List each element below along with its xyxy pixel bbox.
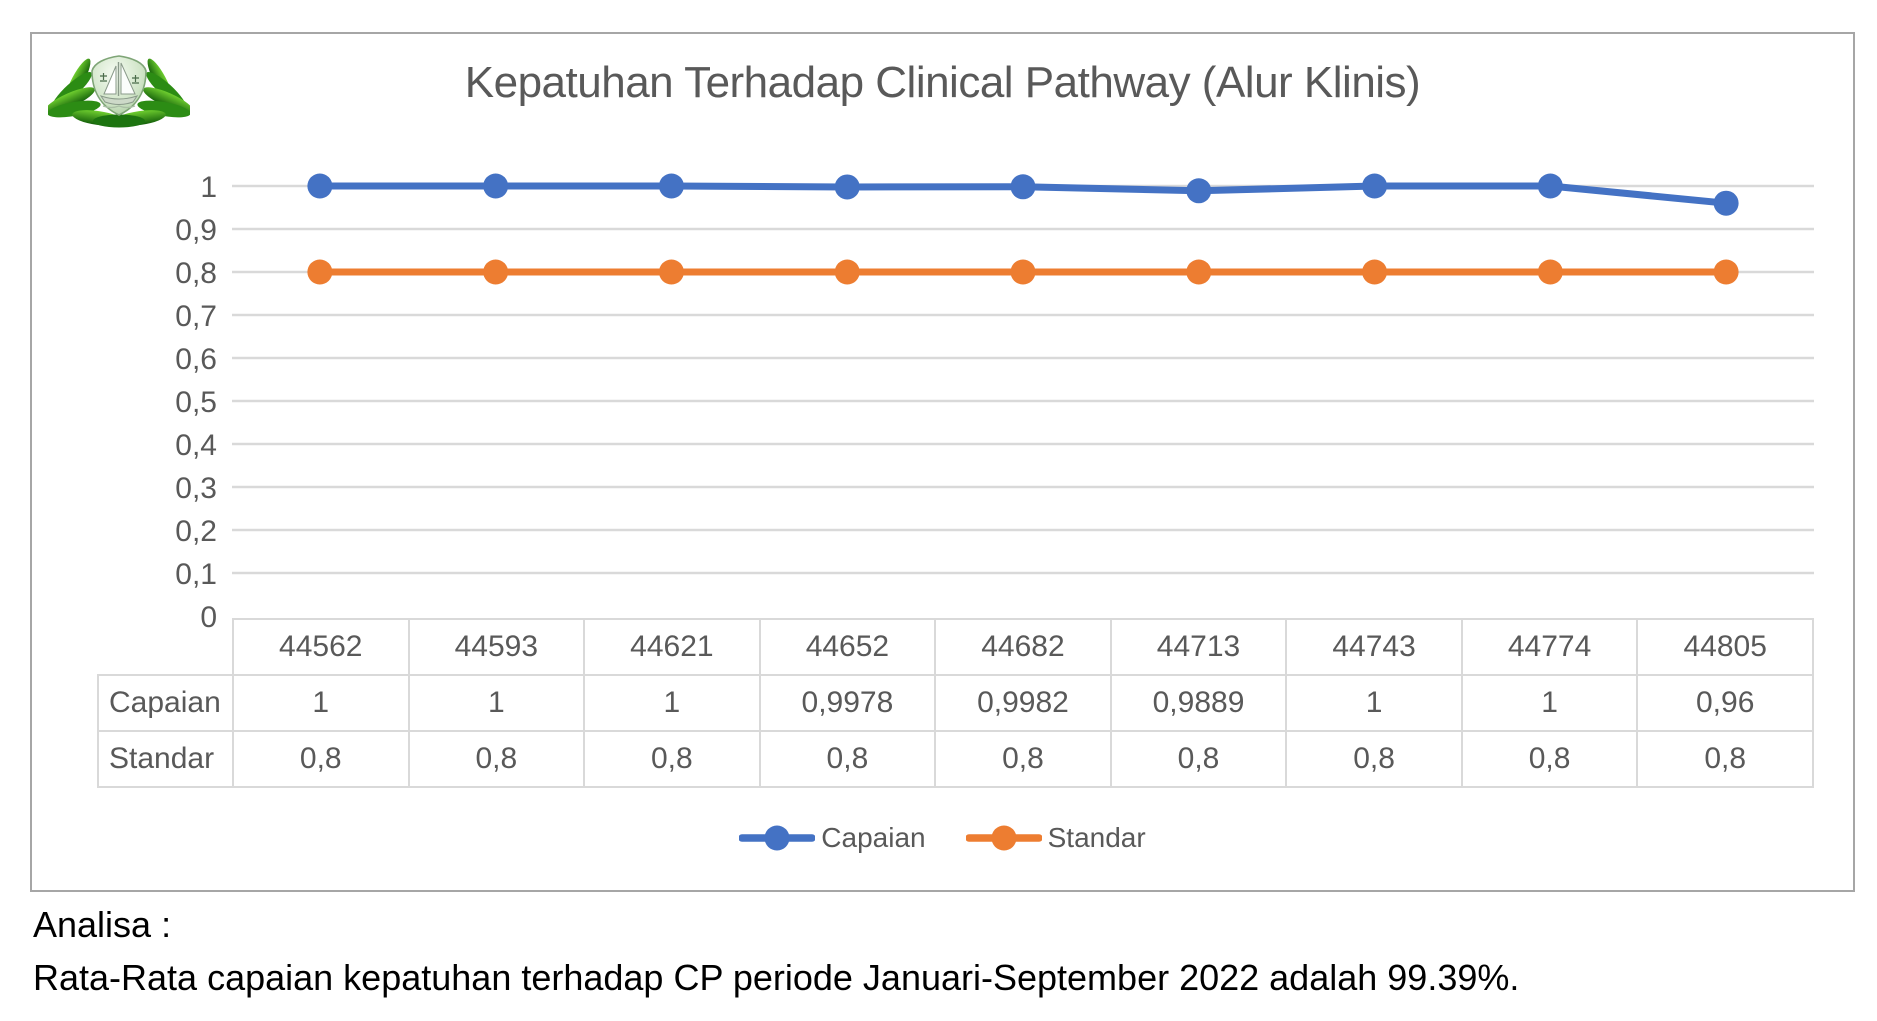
data-point-marker-capaian [1713,190,1739,216]
table-value-cell: 0,9889 [1109,674,1288,732]
data-point-marker-standar [1010,259,1036,285]
y-axis-tick-label: 0,9 [175,214,217,247]
data-point-marker-capaian [307,173,333,199]
series-row-label: Standar [97,730,234,788]
table-value-cell: 0,8 [934,730,1112,788]
table-value-cell: 0,8 [1460,730,1639,788]
table-value-cell: 0,8 [1636,730,1814,788]
legend-marker-icon [965,825,1042,851]
chart-card: Kepatuhan Terhadap Clinical Pathway (Alu… [30,32,1855,892]
analysis-section: Analisa : Rata-Rata capaian kepatuhan te… [33,898,1519,1004]
analysis-heading: Analisa : [33,904,172,945]
table-header-row: 44562 44593 44621 44652 44682 44713 44743 44774… [98,618,1814,676]
analysis-text: Rata-Rata capaian kepatuhan terhadap CP … [33,957,1520,998]
y-axis-tick-label: 0,2 [175,515,217,548]
data-point-marker-standar [307,259,333,285]
data-point-marker-standar [1713,259,1739,285]
x-category-label: 44713 [1109,618,1288,676]
x-category-label: 44774 [1460,618,1639,676]
y-axis-tick-label: 0,7 [175,300,217,333]
data-point-marker-capaian [1010,174,1036,200]
chart-legend: Capaian Standar [32,822,1853,854]
legend-item-capaian: Capaian [739,822,926,854]
legend-label: Capaian [821,822,926,853]
data-point-marker-standar [1186,259,1212,285]
data-point-marker-capaian [1362,173,1388,199]
x-category-label: 44593 [407,618,586,676]
x-category-label: 44682 [934,618,1112,676]
legend-marker-icon [739,825,816,851]
x-category-label: 44562 [232,618,410,676]
table-value-cell: 1 [232,674,410,732]
chart-data-table: 44562 44593 44621 44652 44682 44713 44743 44774… [97,618,1814,788]
table-value-cell: 0,8 [232,730,410,788]
data-point-marker-standar [483,259,509,285]
legend-item-standar: Standar [965,822,1146,854]
y-axis-tick-label: 0,1 [175,558,217,591]
chart-title: Kepatuhan Terhadap Clinical Pathway (Alu… [464,58,1421,107]
table-value-cell: 0,9978 [758,674,937,732]
table-value-cell: 0,8 [583,730,761,788]
x-category-label: 44743 [1285,618,1463,676]
y-axis-tick-label: 0,8 [175,257,217,290]
data-point-marker-standar [1362,259,1388,285]
legend-label: Standar [1047,822,1146,853]
table-value-cell: 0,8 [758,730,937,788]
data-point-marker-capaian [658,173,684,199]
table-value-cell: 1 [1285,674,1463,732]
table-value-cell: 0,9982 [934,674,1112,732]
table-value-cell: 1 [407,674,586,732]
data-point-marker-standar [658,259,684,285]
series-row-label: Capaian [97,674,234,732]
data-point-marker-capaian [834,174,860,200]
y-axis-tick-label: 1 [200,171,217,204]
y-axis-tick-label: 0,5 [175,386,217,419]
y-axis-tick-label: 0 [200,601,217,634]
data-point-marker-capaian [483,173,509,199]
table-value-cell: 0,8 [407,730,586,788]
table-value-cell: 0,8 [1109,730,1288,788]
lotus-ship-logo-icon [45,55,193,128]
table-value-cell: 1 [1460,674,1639,732]
table-value-cell: 0,96 [1636,674,1814,732]
data-point-marker-capaian [1186,178,1212,204]
organization-logo-icon [45,52,193,128]
x-category-label: 44805 [1636,618,1814,676]
data-point-marker-standar [1537,259,1563,285]
data-point-marker-capaian [1537,173,1563,199]
x-category-label: 44652 [758,618,937,676]
y-axis-tick-label: 0,4 [175,429,217,462]
data-point-marker-standar [834,259,860,285]
table-row-capaian: Capaian 1 1 1 0,9978 0,9982 0,9889 1 1 0,96 [97,674,1814,732]
line-chart-plot-area: 0 0,1 0,2 0,3 0,4 0,5 0,6 0,7 0,8 0,9 1 [175,171,1814,634]
table-row-standar: Standar 0,8 0,8 0,8 0,8 0,8 0,8 0,8 0,8 0,8 [97,730,1814,788]
y-axis-tick-label: 0,6 [175,343,217,376]
y-axis-tick-label: 0,3 [175,472,217,505]
table-corner-cell [98,619,233,675]
table-value-cell: 1 [583,674,761,732]
x-category-label: 44621 [583,618,761,676]
table-value-cell: 0,8 [1285,730,1463,788]
